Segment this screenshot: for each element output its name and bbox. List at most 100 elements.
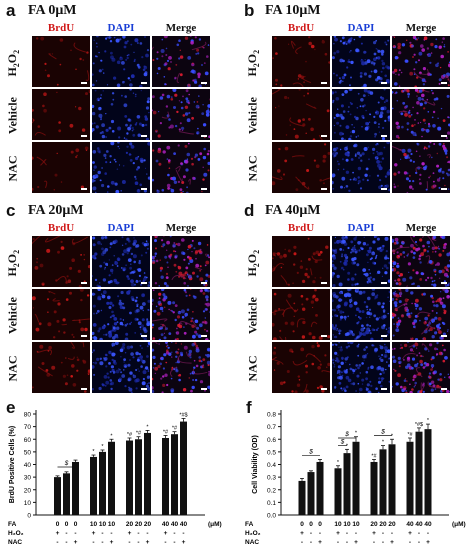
- x-row-value: -: [56, 539, 58, 546]
- significance-mark: *: [101, 444, 104, 450]
- significance-mark: *: [146, 424, 149, 430]
- micrograph-brdu-h2o2: [272, 236, 330, 287]
- x-row-value: -: [373, 539, 375, 546]
- x-row-value: +: [372, 530, 376, 537]
- scale-bar: [321, 188, 327, 190]
- x-row-label: NAC: [8, 539, 22, 546]
- bar: [171, 434, 178, 515]
- bar: [90, 456, 97, 515]
- bar: [108, 441, 115, 515]
- x-row-value: +: [390, 539, 394, 546]
- bar: [135, 439, 142, 515]
- column-header-dapi: DAPI: [347, 222, 375, 234]
- scale-bar: [141, 335, 147, 337]
- x-row-value: -: [418, 530, 420, 537]
- x-row-value: +: [128, 530, 132, 537]
- micrograph-dapi-nac: [92, 342, 150, 393]
- micrograph-merge-h2o2: [152, 236, 210, 287]
- y-tick-label: 0.5: [267, 449, 276, 456]
- x-row-value: 0: [74, 521, 78, 528]
- x-row-label: FA: [245, 521, 254, 528]
- scale-bar: [441, 282, 447, 284]
- bar: [343, 453, 351, 515]
- micrograph-merge-nac: [152, 342, 210, 393]
- bar: [379, 449, 387, 515]
- x-row-value: +: [164, 530, 168, 537]
- x-row-value: -: [110, 530, 112, 537]
- x-row-value: -: [346, 539, 348, 546]
- x-row-value: -: [391, 530, 393, 537]
- panel-letter-e: e: [6, 398, 16, 417]
- micrograph-merge-nac: [392, 342, 450, 393]
- y-tick-label: 0: [27, 513, 31, 520]
- x-row-value: -: [137, 530, 139, 537]
- y-tick-label: 0.2: [267, 487, 276, 494]
- panel-letter-c: c: [6, 201, 16, 220]
- scale-bar: [201, 335, 207, 337]
- scale-bar: [141, 82, 147, 84]
- x-row-value: 40: [180, 521, 188, 528]
- bracket-label: $: [344, 431, 349, 438]
- scale-bar: [141, 188, 147, 190]
- y-tick-label: 20: [24, 487, 32, 494]
- bar: [334, 468, 342, 515]
- x-row-value: 10: [99, 521, 107, 528]
- bar: [307, 472, 315, 515]
- y-tick-label: 80: [24, 412, 32, 419]
- y-tick-label: 0.1: [267, 500, 276, 507]
- column-header-merge: Merge: [165, 222, 197, 234]
- significance-mark: *: [92, 449, 95, 455]
- x-row-label: NAC: [245, 539, 259, 546]
- y-tick-label: 0.3: [267, 475, 276, 482]
- micrograph-merge-nac: [152, 142, 210, 193]
- micrograph-dapi-vehicle: [332, 289, 390, 340]
- bar: [72, 461, 79, 515]
- x-row-unit: (μM): [452, 521, 466, 528]
- micrograph-brdu-vehicle: [272, 289, 330, 340]
- bar: [406, 441, 414, 515]
- bar: [352, 441, 360, 515]
- panel-title: FA 40μM: [265, 203, 321, 218]
- x-row-value: -: [65, 539, 67, 546]
- bracket-label: $: [340, 439, 345, 446]
- significance-mark: *#$: [415, 422, 423, 428]
- significance-mark: *#: [127, 432, 133, 438]
- scale-bar: [201, 188, 207, 190]
- bar: [54, 477, 61, 515]
- x-row-value: -: [418, 539, 420, 546]
- significance-mark: *#: [136, 431, 142, 437]
- scale-bar: [441, 388, 447, 390]
- x-row-value: 20: [388, 521, 396, 528]
- scale-bar: [321, 282, 327, 284]
- bar: [126, 440, 133, 515]
- significance-mark: *#$: [179, 412, 187, 418]
- significance-mark: *: [382, 440, 385, 446]
- column-header-dapi: DAPI: [107, 22, 135, 34]
- bar: [99, 451, 106, 515]
- scale-bar: [321, 388, 327, 390]
- column-header-brdu: BrdU: [47, 222, 75, 234]
- micrograph-merge-h2o2: [152, 36, 210, 87]
- significance-mark: *: [337, 460, 340, 466]
- bar: [162, 437, 169, 515]
- x-row-value: 40: [406, 521, 414, 528]
- x-row-value: 20: [370, 521, 378, 528]
- y-tick-label: 0.4: [267, 462, 276, 469]
- y-tick-label: 50: [24, 449, 32, 456]
- micrograph-dapi-vehicle: [92, 89, 150, 140]
- x-row-value: -: [164, 539, 166, 546]
- panel-letter-d: d: [244, 201, 255, 220]
- panel-letter-b: b: [244, 1, 255, 20]
- y-tick-label: 30: [24, 475, 32, 482]
- y-tick-label: 60: [24, 437, 32, 444]
- x-row-value: 10: [334, 521, 342, 528]
- micrograph-brdu-vehicle: [32, 89, 90, 140]
- micrograph-dapi-nac: [332, 342, 390, 393]
- panel-letter-f: f: [246, 398, 252, 417]
- x-row-value: +: [74, 539, 78, 546]
- row-label-h2o2: H2O2: [4, 49, 22, 77]
- micrograph-brdu-h2o2: [272, 36, 330, 87]
- x-row-value: -: [355, 530, 357, 537]
- x-row-value: 20: [135, 521, 143, 528]
- micrograph-brdu-h2o2: [32, 236, 90, 287]
